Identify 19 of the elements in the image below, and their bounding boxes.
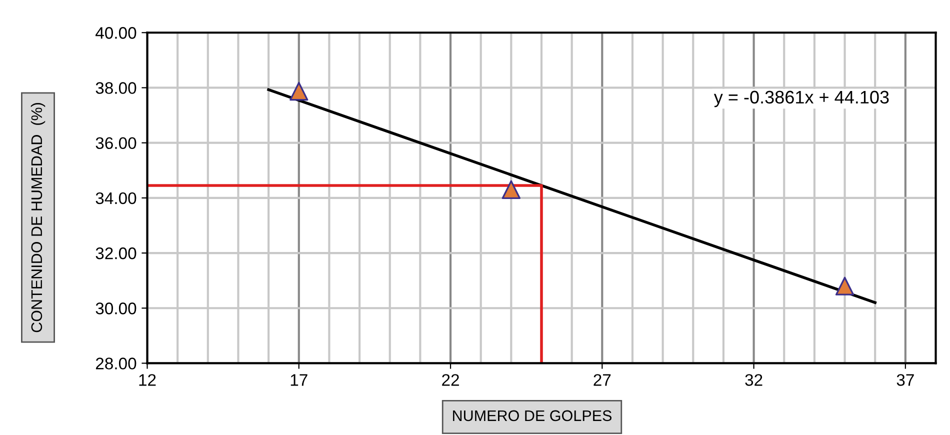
- y-axis-title: CONTENIDO DE HUMEDAD (%): [30, 103, 46, 332]
- x-axis-title: NUMERO DE GOLPES: [453, 410, 612, 422]
- x-tick-label: 12: [139, 374, 156, 386]
- point: [290, 82, 308, 101]
- y-tick-label: 32.00: [96, 247, 136, 260]
- annotation: y = -0.3861x + 44.103: [714, 90, 889, 108]
- y-tick-label: 36.00: [96, 137, 136, 150]
- point: [502, 180, 521, 199]
- y-tick-label: 34.00: [96, 192, 136, 204]
- x-tick-label: 37: [896, 374, 914, 386]
- y-tick-label: 40.00: [96, 27, 136, 39]
- x-tick-label: 27: [594, 374, 611, 386]
- y-tick-label: 30.00: [96, 302, 136, 314]
- x-tick-label: 22: [442, 374, 459, 386]
- y-tick-label: 28.00: [96, 358, 136, 370]
- y-tick-label: 38.00: [96, 82, 136, 94]
- point: [835, 276, 854, 296]
- x-tick-label: 17: [290, 374, 308, 386]
- x-tick-label: 32: [745, 374, 762, 386]
